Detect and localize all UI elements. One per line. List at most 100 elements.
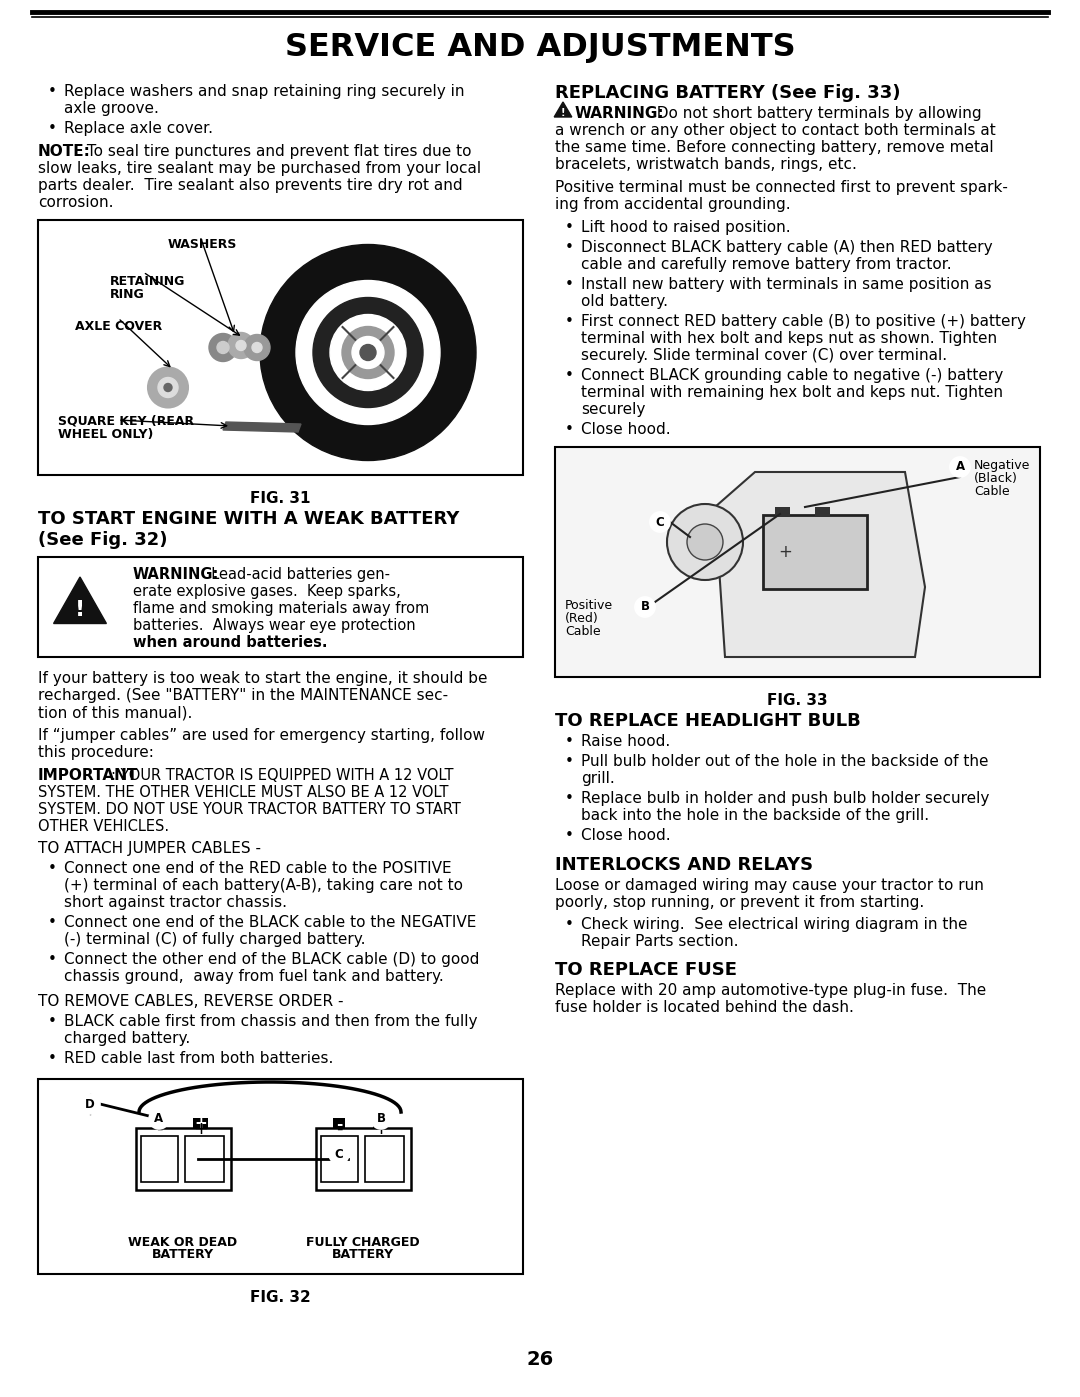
Text: •: • — [48, 1051, 57, 1066]
Text: -: - — [156, 1116, 162, 1132]
Text: TO START ENGINE WITH A WEAK BATTERY: TO START ENGINE WITH A WEAK BATTERY — [38, 510, 459, 528]
Text: Cable: Cable — [565, 624, 600, 638]
Text: Loose or damaged wiring may cause your tractor to run: Loose or damaged wiring may cause your t… — [555, 877, 984, 893]
Circle shape — [149, 1109, 168, 1129]
Text: this procedure:: this procedure: — [38, 745, 153, 760]
Text: Pull bulb holder out of the hole in the backside of the: Pull bulb holder out of the hole in the … — [581, 754, 988, 768]
Text: batteries.  Always wear eye protection: batteries. Always wear eye protection — [133, 617, 416, 633]
Text: (-) terminal (C) of fully charged battery.: (-) terminal (C) of fully charged batter… — [64, 932, 365, 947]
Text: •: • — [565, 754, 573, 768]
Text: •: • — [565, 916, 573, 932]
Text: (See Fig. 32): (See Fig. 32) — [38, 531, 167, 549]
Text: +: + — [778, 543, 792, 562]
Text: •: • — [565, 791, 573, 806]
Text: SERVICE AND ADJUSTMENTS: SERVICE AND ADJUSTMENTS — [285, 32, 795, 63]
Text: !: ! — [75, 599, 85, 620]
Text: slow leaks, tire sealant may be purchased from your local: slow leaks, tire sealant may be purchase… — [38, 161, 481, 176]
Text: terminal with hex bolt and keps nut as shown. Tighten: terminal with hex bolt and keps nut as s… — [581, 331, 997, 346]
Text: FULLY CHARGED: FULLY CHARGED — [307, 1236, 420, 1249]
Text: +: + — [374, 1120, 389, 1139]
Text: old battery.: old battery. — [581, 293, 669, 309]
Text: Connect BLACK grounding cable to negative (-) battery: Connect BLACK grounding cable to negativ… — [581, 367, 1003, 383]
Text: 26: 26 — [526, 1350, 554, 1369]
Text: Do not short battery terminals by allowing: Do not short battery terminals by allowi… — [647, 106, 982, 122]
Text: Positive terminal must be connected first to prevent spark-: Positive terminal must be connected firs… — [555, 180, 1008, 196]
Text: Replace with 20 amp automotive-type plug-in fuse.  The: Replace with 20 amp automotive-type plug… — [555, 983, 986, 997]
Circle shape — [342, 327, 394, 379]
Text: •: • — [48, 122, 57, 136]
Text: parts dealer.  Tire sealant also prevents tire dry rot and: parts dealer. Tire sealant also prevents… — [38, 177, 462, 193]
Text: FIG. 31: FIG. 31 — [251, 490, 311, 506]
Text: •: • — [565, 367, 573, 383]
Text: -: - — [336, 1120, 342, 1139]
Circle shape — [252, 342, 262, 352]
Text: (+) terminal of each battery(A-B), taking care not to: (+) terminal of each battery(A-B), takin… — [64, 877, 463, 893]
Text: the same time. Before connecting battery, remove metal: the same time. Before connecting battery… — [555, 140, 994, 155]
FancyBboxPatch shape — [193, 1118, 208, 1127]
Circle shape — [313, 298, 423, 408]
Text: BATTERY: BATTERY — [152, 1248, 214, 1261]
Text: •: • — [48, 861, 57, 876]
Text: To seal tire punctures and prevent flat tires due to: To seal tire punctures and prevent flat … — [82, 144, 472, 159]
Text: Replace washers and snap retaining ring securely in: Replace washers and snap retaining ring … — [64, 84, 464, 99]
FancyBboxPatch shape — [38, 219, 523, 475]
Circle shape — [635, 597, 654, 617]
Text: C: C — [656, 515, 664, 528]
Polygon shape — [222, 422, 301, 432]
Text: Positive: Positive — [565, 599, 613, 612]
Text: C: C — [335, 1147, 343, 1161]
Text: •: • — [565, 219, 573, 235]
Text: flame and smoking materials away from: flame and smoking materials away from — [133, 601, 429, 616]
Circle shape — [330, 314, 406, 391]
Text: Negative: Negative — [974, 460, 1030, 472]
Text: TO ATTACH JUMPER CABLES -: TO ATTACH JUMPER CABLES - — [38, 841, 261, 856]
Text: SQUARE KEY (REAR: SQUARE KEY (REAR — [58, 415, 194, 427]
Text: Cable: Cable — [974, 485, 1010, 497]
Circle shape — [950, 457, 970, 476]
Text: erate explosive gases.  Keep sparks,: erate explosive gases. Keep sparks, — [133, 584, 401, 599]
FancyBboxPatch shape — [140, 1136, 178, 1182]
Text: Close hood.: Close hood. — [581, 828, 671, 842]
Text: -: - — [156, 1120, 162, 1139]
Circle shape — [237, 341, 246, 351]
Text: SYSTEM. THE OTHER VEHICLE MUST ALSO BE A 12 VOLT: SYSTEM. THE OTHER VEHICLE MUST ALSO BE A… — [38, 785, 448, 800]
FancyBboxPatch shape — [185, 1136, 224, 1182]
Text: terminal with remaining hex bolt and keps nut. Tighten: terminal with remaining hex bolt and kep… — [581, 386, 1003, 400]
Text: -: - — [336, 1116, 342, 1132]
FancyBboxPatch shape — [135, 1127, 230, 1190]
Text: +: + — [194, 1116, 207, 1132]
Text: poorly, stop running, or prevent it from starting.: poorly, stop running, or prevent it from… — [555, 895, 924, 909]
Circle shape — [260, 244, 476, 461]
Text: TO REMOVE CABLES, REVERSE ORDER -: TO REMOVE CABLES, REVERSE ORDER - — [38, 995, 343, 1009]
FancyBboxPatch shape — [373, 1118, 388, 1127]
Text: TO REPLACE FUSE: TO REPLACE FUSE — [555, 961, 737, 979]
Text: SYSTEM. DO NOT USE YOUR TRACTOR BATTERY TO START: SYSTEM. DO NOT USE YOUR TRACTOR BATTERY … — [38, 802, 461, 817]
Text: +: + — [375, 1116, 388, 1132]
Text: •: • — [565, 422, 573, 437]
FancyBboxPatch shape — [153, 1118, 165, 1127]
Text: Repair Parts section.: Repair Parts section. — [581, 935, 739, 949]
Text: ing from accidental grounding.: ing from accidental grounding. — [555, 197, 791, 212]
Text: WEAK OR DEAD: WEAK OR DEAD — [129, 1236, 238, 1249]
Text: •: • — [48, 1014, 57, 1030]
Text: Lift hood to raised position.: Lift hood to raised position. — [581, 219, 791, 235]
Text: (Black): (Black) — [974, 472, 1017, 485]
Text: AXLE COVER: AXLE COVER — [75, 320, 162, 332]
FancyBboxPatch shape — [38, 1078, 523, 1274]
Text: a wrench or any other object to contact both terminals at: a wrench or any other object to contact … — [555, 123, 996, 138]
Text: axle groove.: axle groove. — [64, 101, 159, 116]
Text: OTHER VEHICLES.: OTHER VEHICLES. — [38, 819, 170, 834]
Text: Check wiring.  See electrical wiring diagram in the: Check wiring. See electrical wiring diag… — [581, 916, 968, 932]
Circle shape — [148, 367, 188, 408]
Circle shape — [296, 281, 440, 425]
Text: securely. Slide terminal cover (C) over terminal.: securely. Slide terminal cover (C) over … — [581, 348, 947, 363]
Text: (Red): (Red) — [565, 612, 598, 624]
Circle shape — [650, 511, 670, 532]
Text: D: D — [85, 1098, 95, 1111]
Text: recharged. (See "BATTERY" in the MAINTENANCE sec-: recharged. (See "BATTERY" in the MAINTEN… — [38, 687, 448, 703]
Text: grill.: grill. — [581, 771, 615, 787]
Text: Lead-acid batteries gen-: Lead-acid batteries gen- — [202, 567, 390, 583]
Text: cable and carefully remove battery from tractor.: cable and carefully remove battery from … — [581, 257, 951, 272]
Text: NOTE:: NOTE: — [38, 144, 91, 159]
Text: If “jumper cables” are used for emergency starting, follow: If “jumper cables” are used for emergenc… — [38, 728, 485, 743]
